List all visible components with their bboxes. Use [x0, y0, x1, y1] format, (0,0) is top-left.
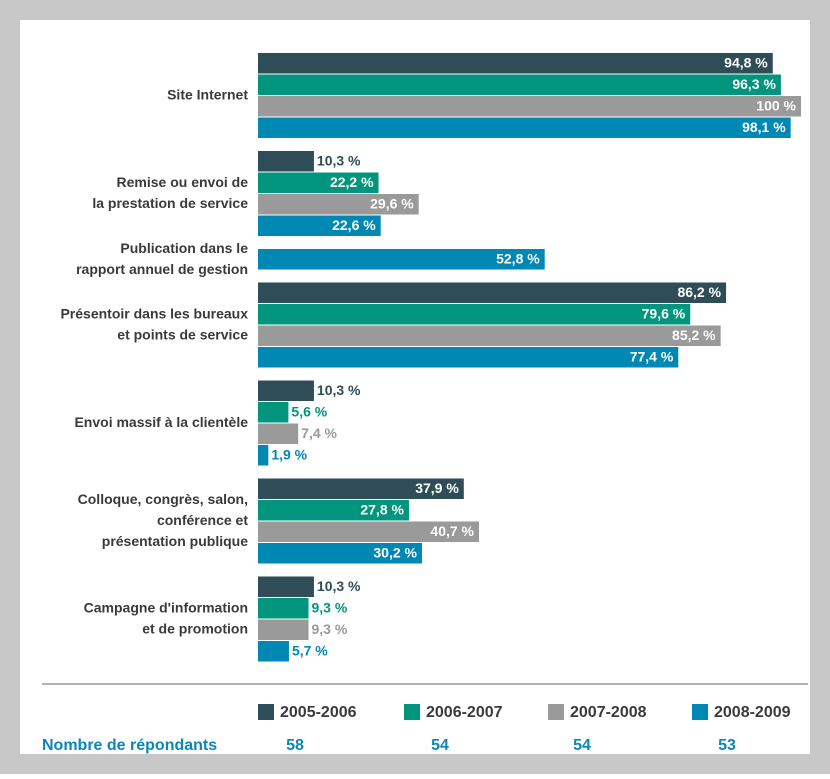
legend-label: 2007-2008: [570, 704, 647, 721]
bar: [258, 619, 309, 640]
bar: [258, 325, 721, 346]
value-label: 7,4 %: [301, 425, 337, 441]
bar: [258, 304, 691, 325]
bar: [258, 423, 299, 444]
respondents-count: 58: [286, 737, 304, 754]
value-label: 77,4 %: [630, 348, 674, 364]
value-label: 98,1 %: [742, 119, 786, 135]
bar: [258, 521, 480, 542]
category-label: Présentoir dans les bureaux: [60, 306, 248, 322]
bar: [258, 96, 801, 117]
bar: [258, 402, 289, 423]
bar: [258, 53, 773, 74]
panel: [20, 20, 810, 754]
value-label: 86,2 %: [677, 284, 721, 300]
value-label: 29,6 %: [370, 195, 414, 211]
category-label: Colloque, congrès, salon,: [78, 491, 248, 507]
value-label: 22,2 %: [330, 174, 374, 190]
respondents-count: 54: [573, 737, 591, 754]
category-label: présentation publique: [102, 533, 248, 549]
bar: [258, 194, 419, 215]
value-label: 10,3 %: [317, 578, 361, 594]
value-label: 1,9 %: [271, 446, 307, 462]
bar: [258, 282, 727, 303]
respondents-count: 54: [431, 737, 449, 754]
value-label: 52,8 %: [496, 250, 540, 266]
bar: [258, 598, 309, 619]
value-label: 94,8 %: [724, 54, 768, 70]
category-label: Campagne d'information: [84, 600, 248, 616]
bar: [258, 215, 381, 236]
value-label: 37,9 %: [415, 480, 459, 496]
legend-swatch: [548, 704, 564, 720]
category-label: et de promotion: [142, 621, 248, 637]
legend-swatch: [692, 704, 708, 720]
category-label: Envoi massif à la clientèle: [74, 414, 248, 430]
value-label: 5,7 %: [292, 642, 328, 658]
legend-label: 2005-2006: [280, 704, 357, 721]
legend-swatch: [258, 704, 274, 720]
value-label: 10,3 %: [317, 382, 361, 398]
bar: [258, 500, 409, 521]
value-label: 27,8 %: [360, 501, 404, 517]
category-label: la prestation de service: [92, 195, 248, 211]
category-label: conférence et: [157, 512, 248, 528]
category-label: et points de service: [117, 327, 248, 343]
bar: [258, 151, 314, 172]
value-label: 100 %: [756, 97, 796, 113]
bar: [258, 445, 269, 466]
bar: [258, 347, 679, 368]
value-label: 22,6 %: [332, 217, 376, 233]
bar: [258, 117, 791, 138]
bar: [258, 478, 464, 499]
category-label: Site Internet: [167, 87, 248, 103]
bar: [258, 576, 314, 597]
value-label: 85,2 %: [672, 327, 716, 343]
value-label: 10,3 %: [317, 152, 361, 168]
respondents-count: 53: [718, 737, 736, 754]
value-label: 30,2 %: [373, 544, 417, 560]
bar: [258, 74, 781, 95]
value-label: 40,7 %: [430, 523, 474, 539]
bar: [258, 543, 422, 564]
value-label: 9,3 %: [311, 621, 347, 637]
legend-label: 2006-2007: [426, 704, 503, 721]
category-label: Publication dans le: [120, 240, 248, 256]
value-label: 5,6 %: [291, 403, 327, 419]
legend-swatch: [404, 704, 420, 720]
bar: [258, 249, 545, 270]
category-label: rapport annuel de gestion: [76, 261, 248, 277]
category-label: Remise ou envoi de: [117, 174, 249, 190]
value-label: 79,6 %: [642, 305, 686, 321]
legend-label: 2008-2009: [714, 704, 791, 721]
value-label: 9,3 %: [311, 599, 347, 615]
bar: [258, 641, 289, 662]
bar: [258, 380, 314, 401]
value-label: 96,3 %: [732, 76, 776, 92]
respondents-label: Nombre de répondants: [42, 737, 217, 754]
bar: [258, 172, 379, 193]
